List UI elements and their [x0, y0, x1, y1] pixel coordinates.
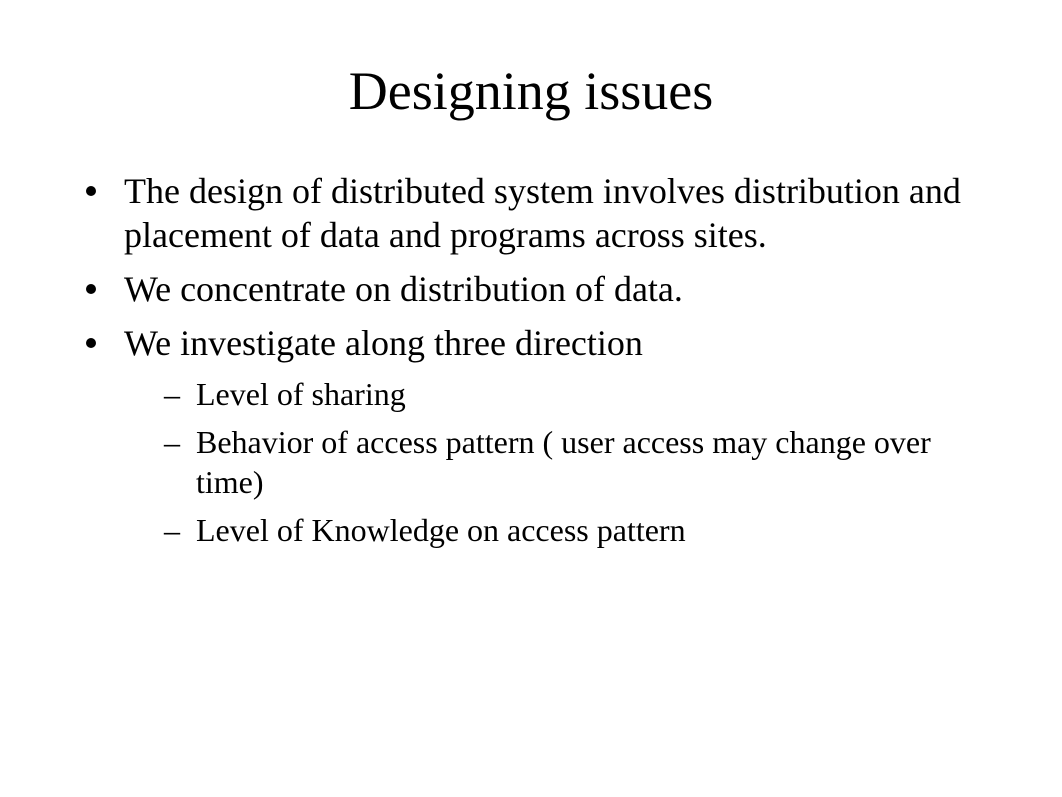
bullet-item: We investigate along three direction Lev…: [80, 322, 982, 550]
slide-title: Designing issues: [80, 60, 982, 122]
bullet-list: The design of distributed system involve…: [80, 170, 982, 550]
sub-bullet-text: Behavior of access pattern ( user access…: [196, 424, 931, 500]
sub-bullet-list: Level of sharing Behavior of access patt…: [124, 374, 982, 550]
sub-bullet-text: Level of Knowledge on access pattern: [196, 512, 686, 548]
bullet-text: We investigate along three direction: [124, 323, 643, 363]
slide: Designing issues The design of distribut…: [0, 0, 1062, 797]
bullet-text: The design of distributed system involve…: [124, 171, 961, 255]
bullet-item: The design of distributed system involve…: [80, 170, 982, 258]
bullet-item: We concentrate on distribution of data.: [80, 268, 982, 312]
sub-bullet-item: Behavior of access pattern ( user access…: [124, 422, 982, 502]
sub-bullet-item: Level of Knowledge on access pattern: [124, 510, 982, 550]
sub-bullet-item: Level of sharing: [124, 374, 982, 414]
sub-bullet-text: Level of sharing: [196, 376, 406, 412]
bullet-text: We concentrate on distribution of data.: [124, 269, 683, 309]
